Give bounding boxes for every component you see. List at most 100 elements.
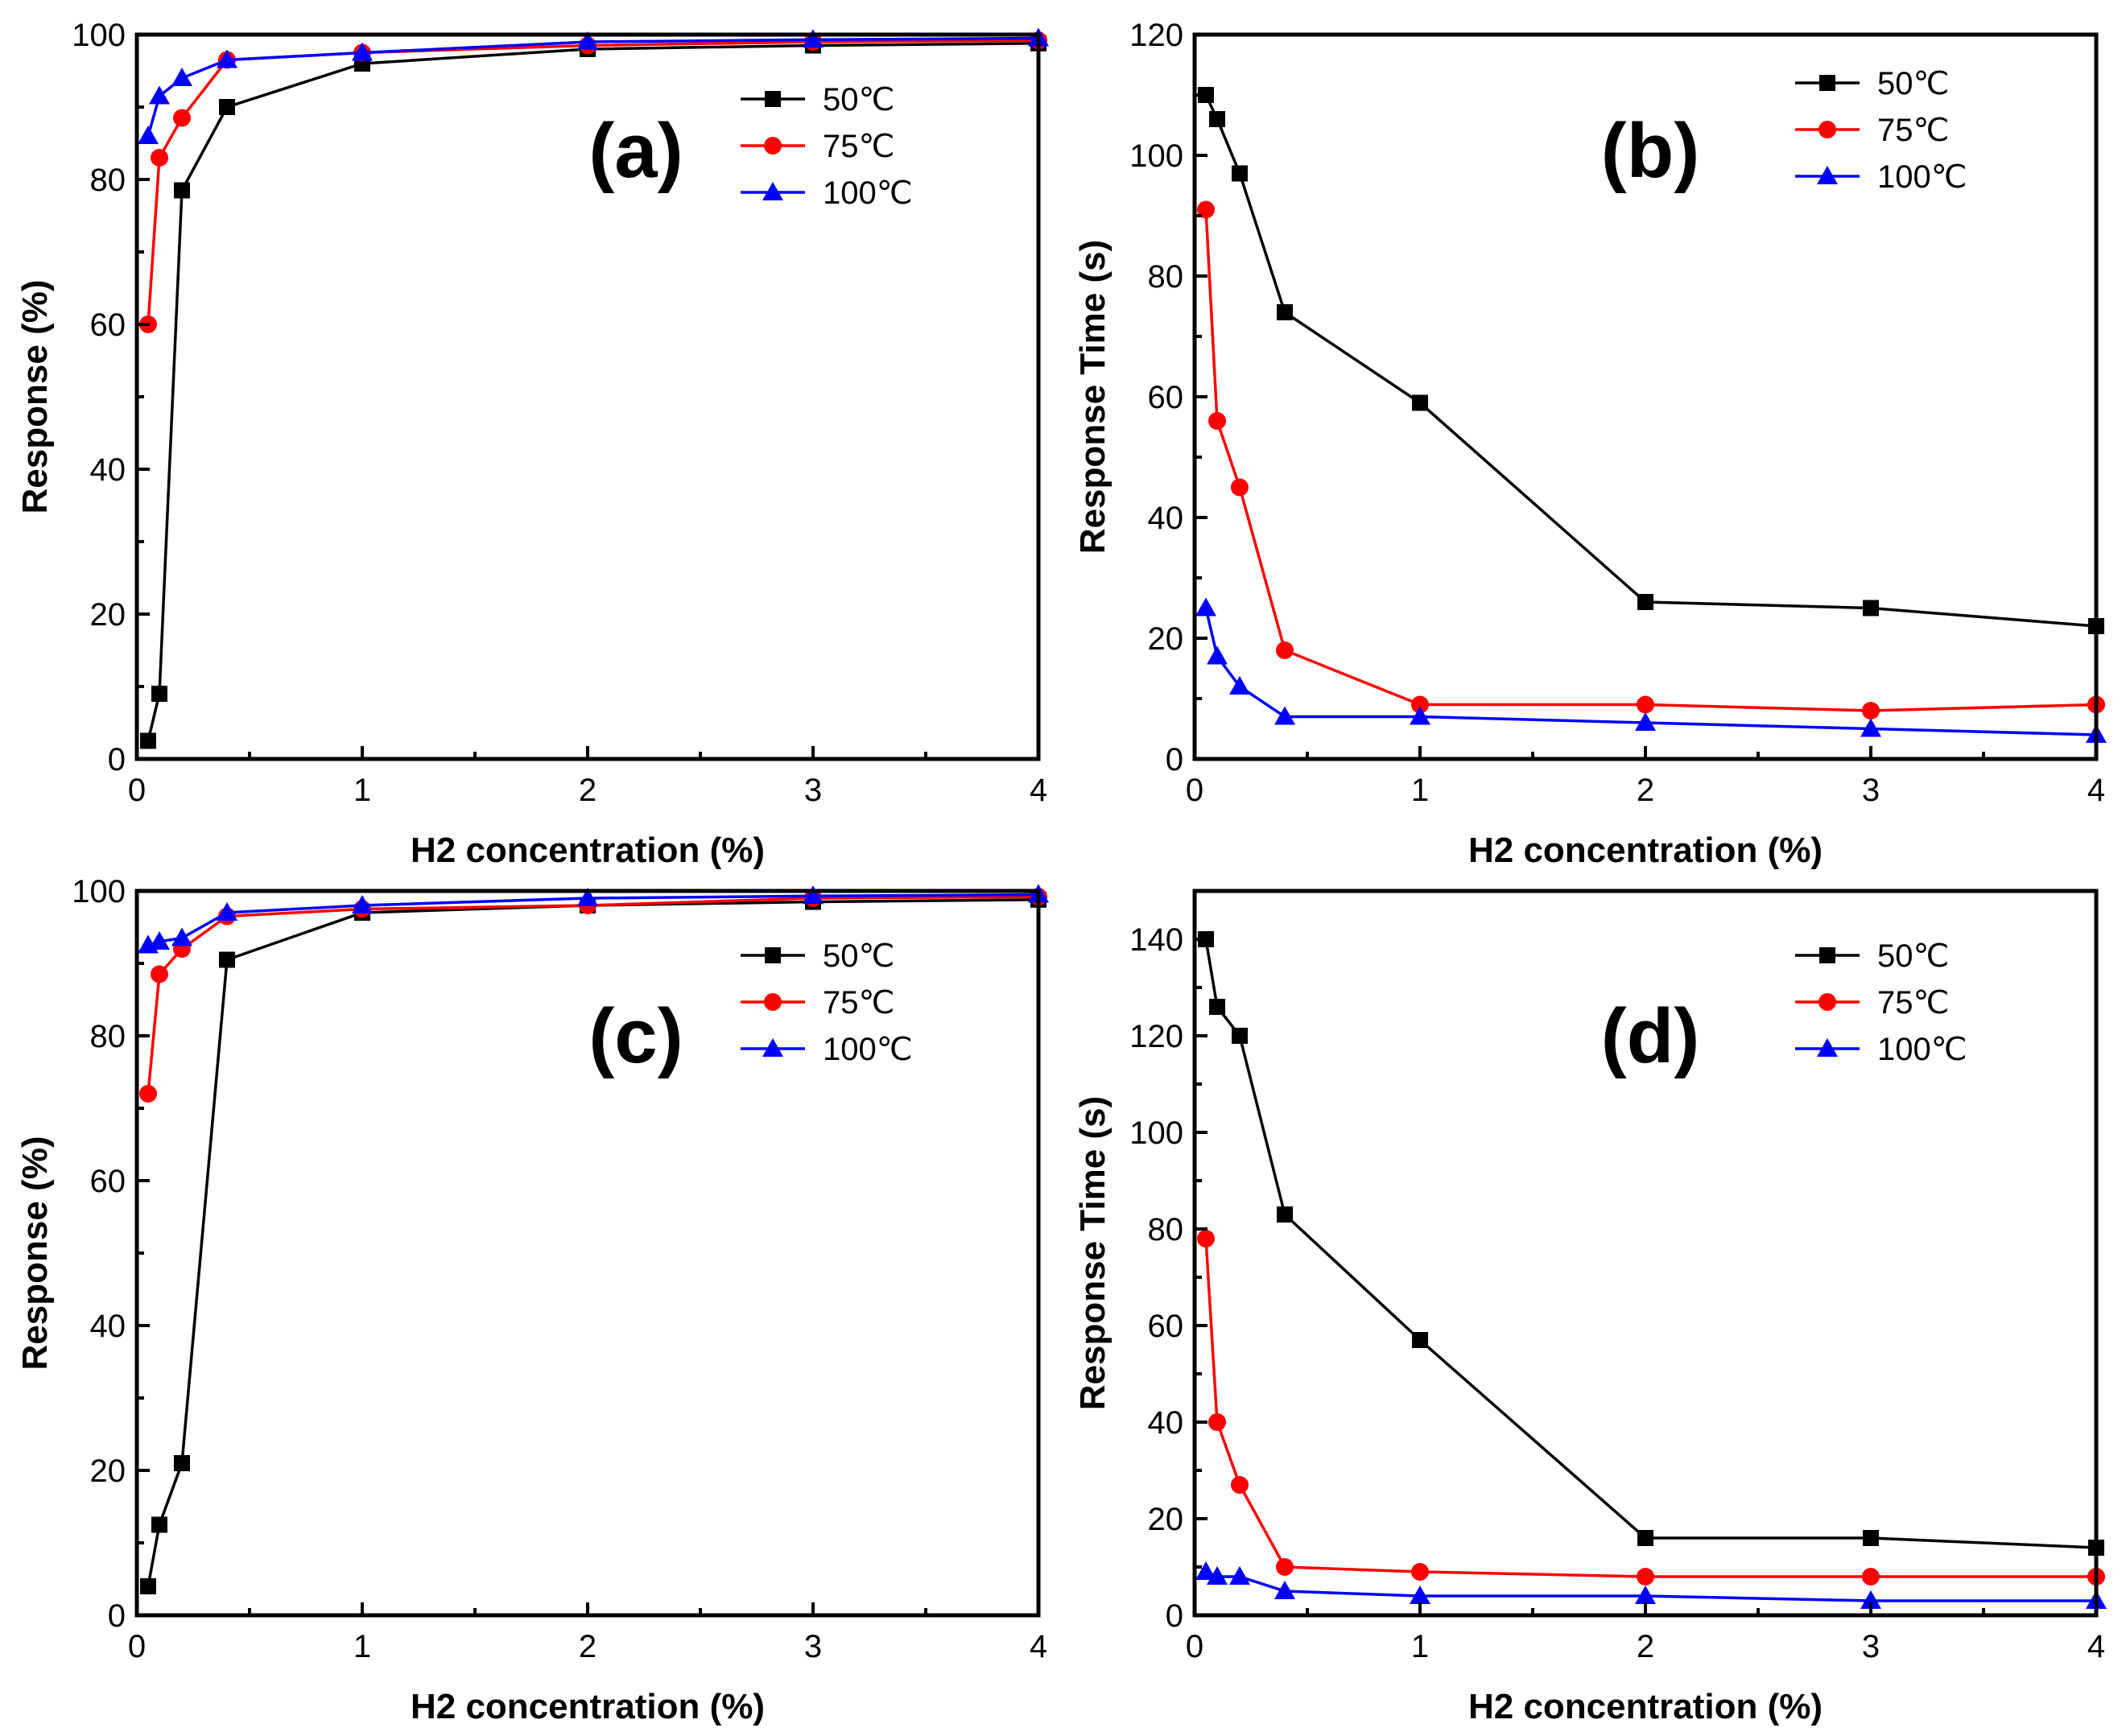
data-point [577, 888, 598, 906]
y-tick-label: 20 [1148, 621, 1184, 657]
x-tick-label: 4 [2087, 773, 2105, 808]
data-point [1410, 1585, 1430, 1604]
legend-label: 50℃ [1877, 66, 1949, 101]
legend-marker [1817, 1038, 1838, 1057]
data-point [1208, 1413, 1226, 1431]
legend-label: 75℃ [823, 985, 894, 1021]
x-tick-label: 4 [1030, 773, 1047, 808]
y-tick-label: 140 [1129, 922, 1183, 958]
data-point [1209, 999, 1225, 1015]
y-tick-label: 40 [90, 1309, 126, 1344]
series-line [1204, 94, 2097, 628]
y-tick-label: 100 [72, 18, 126, 53]
legend-label: 75℃ [1877, 113, 1949, 148]
data-point [1207, 645, 1228, 665]
x-tick-label: 1 [353, 773, 371, 808]
y-tick-label: 0 [1166, 1598, 1183, 1634]
panel-label: (d) [1601, 993, 1700, 1079]
y-tick-label: 80 [90, 163, 126, 198]
y-tick-label: 80 [90, 1019, 126, 1054]
data-point [174, 1455, 190, 1471]
data-point [1207, 1566, 1228, 1585]
data-point [1232, 1028, 1248, 1044]
x-tick-label: 4 [1030, 1629, 1047, 1664]
data-point [1410, 706, 1430, 725]
y-tick-label: 120 [1129, 18, 1183, 53]
data-point [1637, 1530, 1653, 1546]
data-point [1637, 594, 1653, 610]
data-point [140, 1578, 156, 1594]
data-point [1412, 1332, 1428, 1348]
data-point [1276, 641, 1294, 659]
y-axis-title: Response (%) [15, 280, 55, 514]
data-point [139, 1085, 157, 1103]
legend-marker [1817, 166, 1838, 184]
series-line [1204, 209, 2097, 712]
data-point [1635, 1585, 1656, 1604]
data-point [1277, 1206, 1293, 1223]
y-tick-label: 100 [1129, 138, 1183, 174]
data-point [219, 99, 235, 115]
data-point [1637, 695, 1654, 714]
y-tick-label: 20 [90, 597, 126, 633]
data-point [1231, 478, 1249, 497]
legend-marker [765, 947, 781, 963]
data-point [1195, 597, 1216, 616]
y-tick-label: 20 [1148, 1502, 1184, 1537]
legend-marker [1818, 121, 1836, 138]
legend-label: 75℃ [823, 129, 894, 164]
x-axis-title: H2 concentration (%) [411, 831, 765, 870]
data-point [1232, 165, 1248, 182]
y-tick-label: 40 [1148, 1405, 1184, 1441]
legend-marker [764, 993, 782, 1011]
data-point [140, 732, 156, 749]
y-tick-label: 20 [90, 1454, 126, 1489]
y-tick-label: 80 [1148, 1212, 1184, 1247]
data-point [1209, 111, 1225, 127]
data-point [217, 49, 237, 68]
data-point [1863, 1530, 1879, 1546]
legend-marker [762, 182, 783, 200]
data-point [1276, 1558, 1294, 1576]
x-tick-label: 2 [1637, 773, 1654, 808]
y-tick-label: 40 [1148, 501, 1184, 536]
x-tick-label: 2 [579, 773, 597, 808]
legend-label: 50℃ [823, 82, 894, 118]
legend-marker [1818, 993, 1836, 1011]
data-point [1274, 1581, 1295, 1599]
legend-label: 100℃ [823, 1032, 913, 1067]
legend-marker [1819, 75, 1835, 91]
x-tick-label: 0 [1186, 1629, 1203, 1664]
data-point [803, 29, 824, 48]
data-point [151, 965, 168, 983]
y-tick-label: 80 [1148, 259, 1184, 295]
data-point [352, 895, 373, 913]
y-tick-label: 60 [90, 307, 126, 343]
x-tick-label: 2 [1637, 1629, 1654, 1664]
data-point [1231, 1476, 1249, 1494]
x-tick-label: 0 [128, 773, 146, 808]
y-axis-title: Response Time (s) [1073, 1096, 1113, 1410]
y-tick-label: 60 [90, 1164, 126, 1199]
y-axis-title: Response (%) [15, 1136, 55, 1371]
x-axis-title: H2 concentration (%) [1468, 831, 1823, 870]
x-tick-label: 3 [804, 1629, 822, 1664]
data-point [173, 109, 191, 127]
y-tick-label: 100 [1129, 1115, 1183, 1151]
legend-marker [765, 91, 781, 107]
x-tick-label: 1 [353, 1629, 371, 1664]
legend-label: 50℃ [823, 938, 894, 974]
data-point [1411, 695, 1429, 714]
data-point [1411, 1563, 1429, 1581]
data-point [219, 951, 235, 968]
series-line [1204, 1238, 2096, 1578]
x-tick-label: 2 [579, 1629, 597, 1664]
data-point [149, 931, 170, 950]
data-point [151, 686, 167, 702]
x-tick-label: 3 [1862, 773, 1880, 808]
panel-label: (a) [588, 108, 683, 194]
